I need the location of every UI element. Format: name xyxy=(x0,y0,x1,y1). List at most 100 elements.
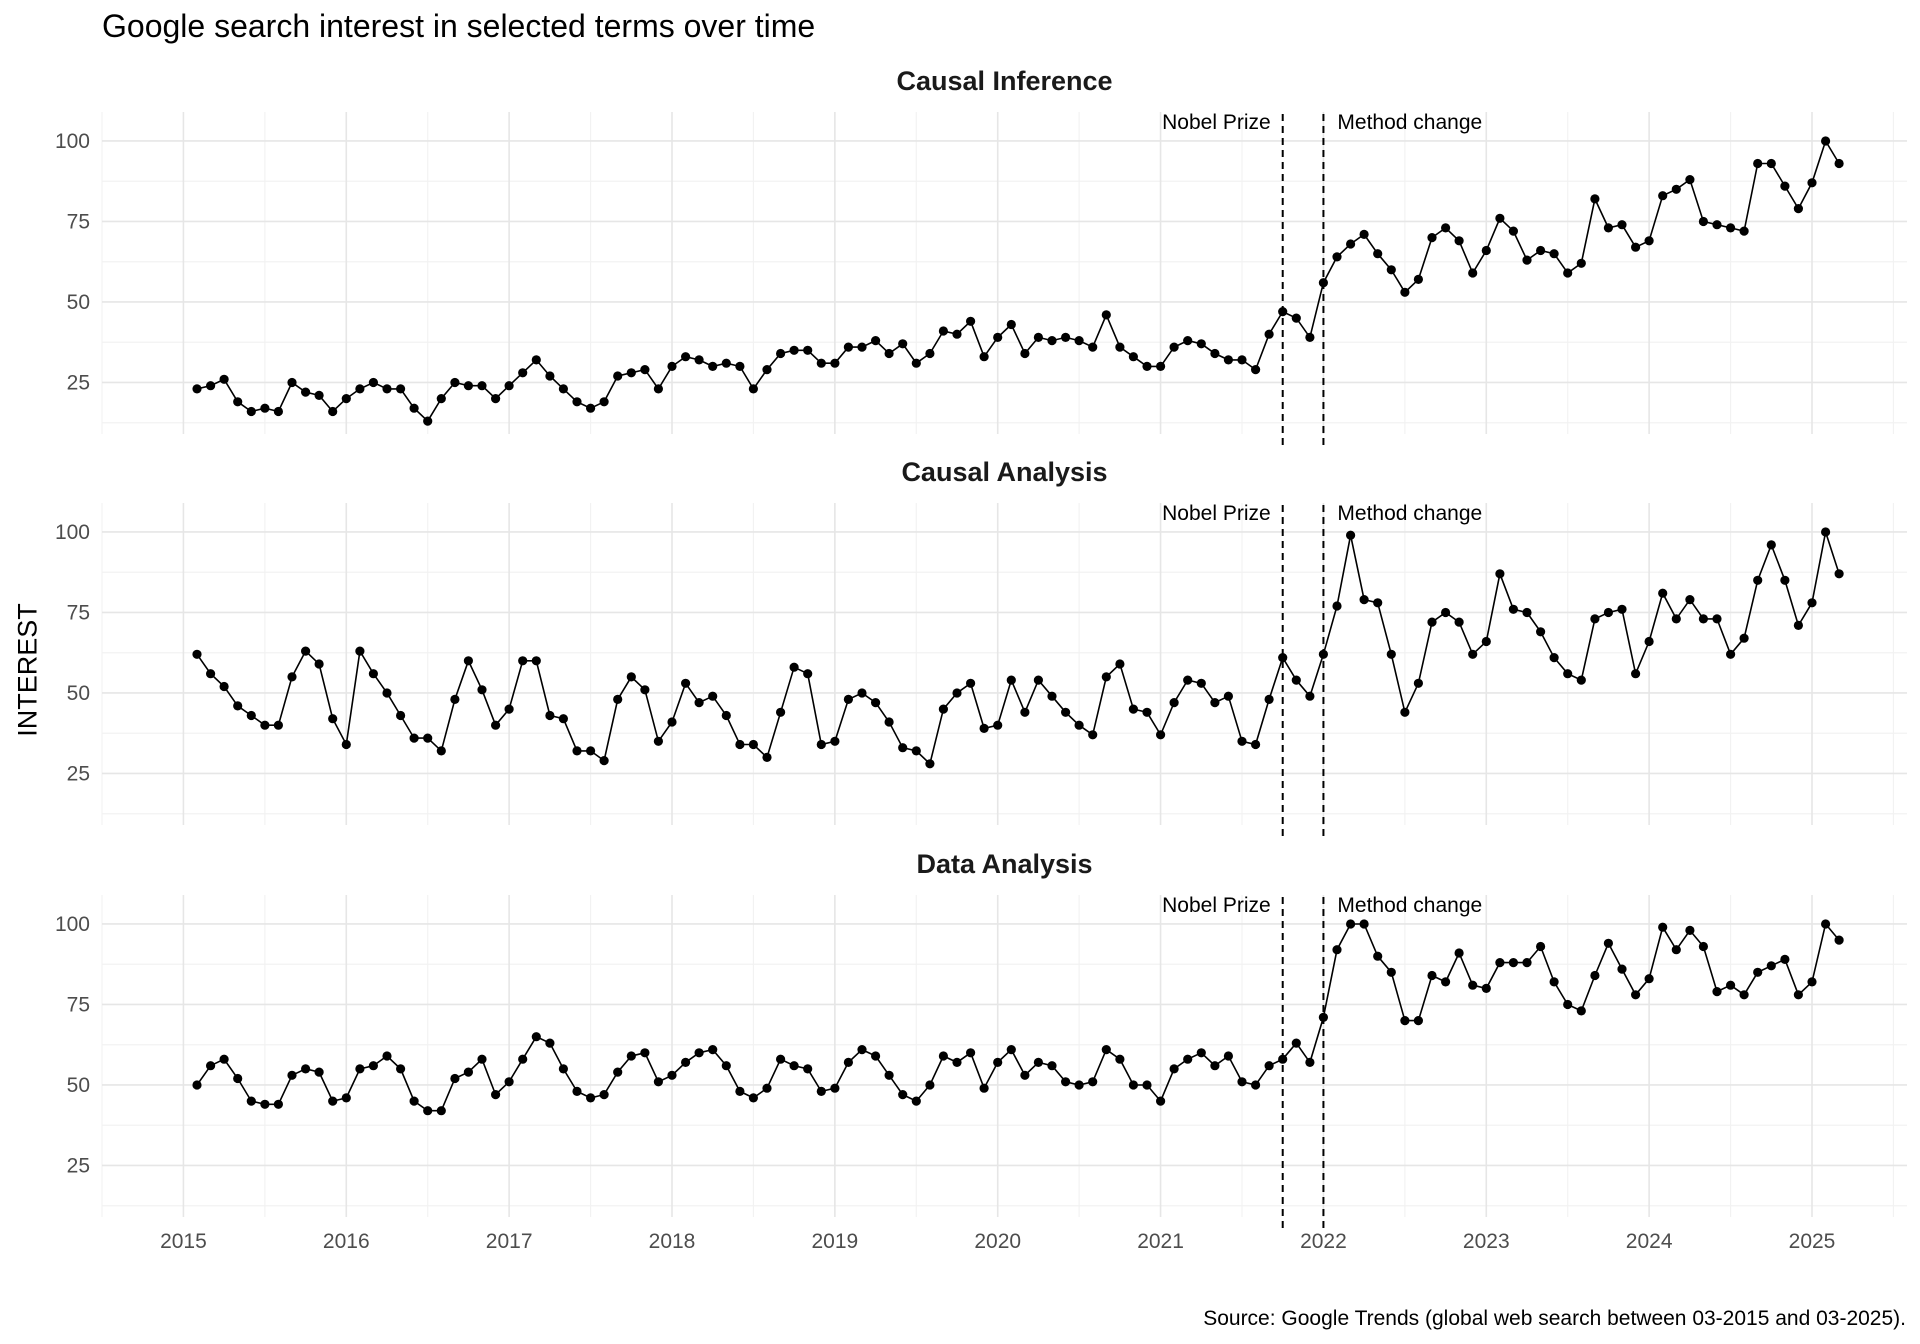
data-point xyxy=(626,1051,636,1061)
data-point xyxy=(192,1080,202,1090)
data-point xyxy=(341,1093,351,1103)
y-tick-label: 75 xyxy=(67,993,90,1016)
data-point xyxy=(463,1067,473,1077)
data-point xyxy=(1183,1054,1193,1064)
data-point xyxy=(1386,265,1396,275)
data-point xyxy=(1237,355,1247,365)
data-point xyxy=(681,352,691,362)
data-point xyxy=(1156,730,1166,740)
data-point xyxy=(1156,1096,1166,1106)
data-point xyxy=(1128,352,1138,362)
data-point xyxy=(206,669,216,679)
data-point xyxy=(1590,970,1600,981)
data-point xyxy=(1264,1061,1274,1071)
data-point xyxy=(1074,720,1084,730)
data-point xyxy=(1169,698,1179,708)
x-tick-label: 2017 xyxy=(486,1230,533,1253)
data-point xyxy=(260,403,270,413)
facet-title: Causal Analysis xyxy=(901,457,1107,487)
data-point xyxy=(382,384,392,394)
data-point xyxy=(219,681,229,692)
data-point xyxy=(911,746,921,756)
data-point xyxy=(206,381,216,391)
data-point xyxy=(708,361,718,371)
data-point xyxy=(748,739,759,750)
data-point xyxy=(423,1106,433,1116)
data-point xyxy=(979,1083,989,1093)
data-point xyxy=(599,1090,609,1100)
data-point xyxy=(1468,980,1478,990)
data-point xyxy=(979,723,989,734)
data-point xyxy=(1142,707,1152,717)
data-point xyxy=(1807,598,1817,608)
data-point xyxy=(613,694,623,705)
data-point xyxy=(531,656,541,666)
data-point xyxy=(1658,588,1668,598)
data-point xyxy=(748,1093,759,1103)
data-point xyxy=(979,352,989,362)
x-tick-label: 2020 xyxy=(974,1230,1021,1253)
data-point xyxy=(328,1096,338,1106)
data-point xyxy=(735,1086,745,1096)
data-point xyxy=(1305,332,1315,342)
data-point xyxy=(1793,990,1803,1000)
data-point xyxy=(1427,970,1437,981)
data-point xyxy=(1576,258,1586,268)
data-point xyxy=(1685,175,1695,185)
data-point xyxy=(1549,249,1559,259)
data-point xyxy=(1780,575,1790,585)
data-point xyxy=(368,669,378,679)
data-point xyxy=(1427,233,1437,243)
y-tick-label: 75 xyxy=(67,601,90,624)
data-point xyxy=(1834,935,1844,945)
y-tick-label: 100 xyxy=(55,913,90,936)
y-tick-label: 50 xyxy=(67,682,90,705)
data-point xyxy=(1698,216,1708,227)
data-point xyxy=(694,698,704,708)
data-point xyxy=(1427,617,1437,627)
data-point xyxy=(436,746,446,756)
x-tick-label: 2025 xyxy=(1789,1230,1836,1253)
data-point xyxy=(911,358,921,368)
data-point xyxy=(1020,707,1030,717)
data-point xyxy=(450,1073,460,1084)
data-point xyxy=(762,365,772,375)
data-point xyxy=(952,688,962,698)
data-point xyxy=(273,406,283,417)
data-point xyxy=(626,368,636,378)
data-point xyxy=(518,656,528,666)
data-point xyxy=(409,403,419,413)
data-point xyxy=(1210,1061,1220,1071)
data-point xyxy=(789,345,799,355)
data-point xyxy=(396,384,406,394)
data-point xyxy=(586,403,596,413)
data-point xyxy=(301,646,311,656)
data-point xyxy=(491,720,501,730)
data-point xyxy=(884,348,894,359)
data-point xyxy=(572,1086,582,1096)
data-point xyxy=(301,387,311,397)
data-point xyxy=(613,371,623,381)
annotation-label: Method change xyxy=(1337,502,1482,525)
data-point xyxy=(1644,636,1654,647)
data-point xyxy=(1291,1038,1301,1048)
data-point xyxy=(626,672,636,682)
annotation-label: Nobel Prize xyxy=(1162,111,1271,134)
data-point xyxy=(1142,1080,1152,1090)
chart-title: Google search interest in selected terms… xyxy=(102,8,816,44)
data-point xyxy=(830,736,840,746)
series-line xyxy=(196,139,1840,423)
data-point xyxy=(531,355,541,365)
data-point xyxy=(1183,675,1193,685)
data-point xyxy=(355,1064,365,1074)
data-point xyxy=(884,1070,894,1080)
data-point xyxy=(1522,255,1532,265)
data-point xyxy=(1834,158,1844,169)
data-point xyxy=(1617,220,1627,230)
data-point xyxy=(1318,649,1328,659)
data-point xyxy=(653,384,664,394)
data-point xyxy=(1223,691,1233,701)
data-point xyxy=(911,1096,921,1106)
data-point xyxy=(586,1093,596,1103)
